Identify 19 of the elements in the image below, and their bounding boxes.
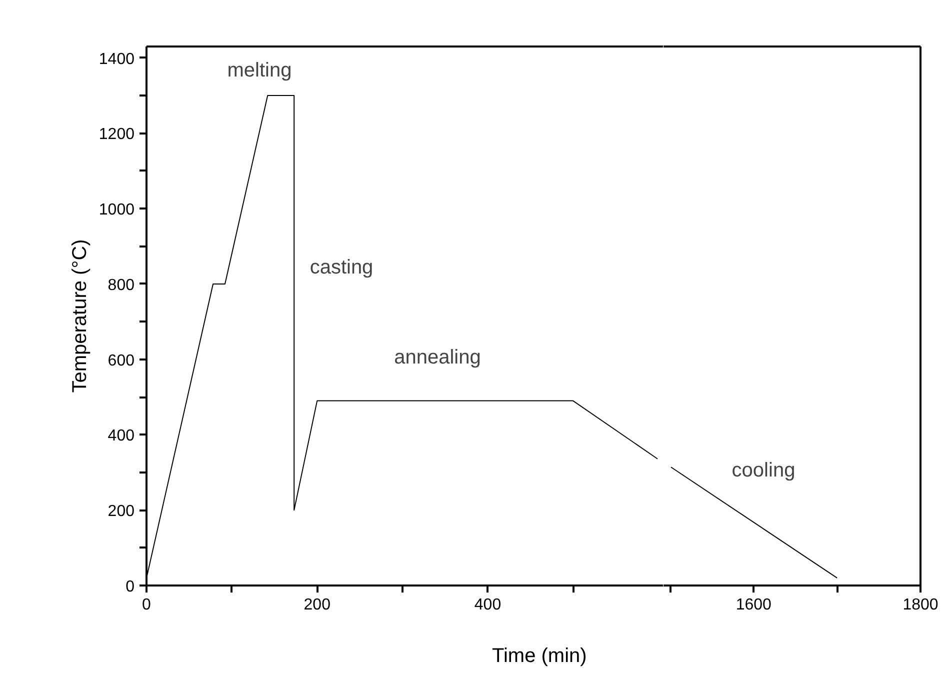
y-tick-label: 600 (108, 352, 135, 370)
y-tick-label: 1000 (98, 202, 135, 219)
annotation: casting (310, 256, 374, 278)
annotation: cooling (732, 460, 796, 482)
x-axis-title: Time (min) (492, 644, 587, 669)
y-axis-title: Temperature (°C) (68, 239, 91, 393)
x-tick-label: 1600 (736, 596, 772, 614)
x-tick-label: 400 (474, 596, 502, 614)
annotation: melting (227, 60, 292, 82)
x-tick-label: 200 (304, 596, 331, 614)
y-tick-label: 400 (108, 428, 135, 445)
x-tick-label: 0 (142, 596, 152, 614)
y-tick-label: 200 (108, 503, 135, 520)
annotation: annealing (394, 346, 481, 368)
x-tick-label: 1800 (902, 596, 938, 614)
y-tick-label: 1200 (98, 126, 135, 144)
y-tick-label: 1400 (98, 50, 135, 68)
y-tick-label: 0 (126, 578, 135, 596)
y-tick-label: 800 (108, 276, 135, 294)
